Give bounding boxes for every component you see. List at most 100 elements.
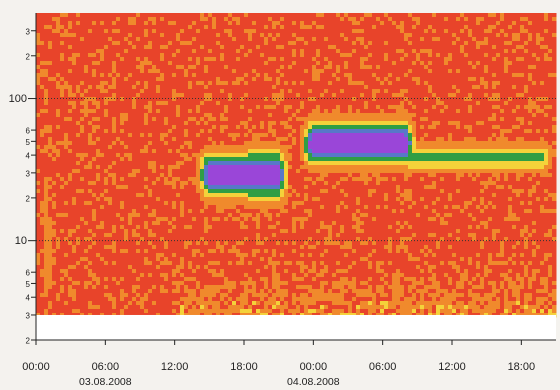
- heatmap-cell: [60, 169, 65, 174]
- heatmap-cell: [252, 153, 257, 158]
- heatmap-cell: [264, 93, 269, 98]
- heatmap-cell: [196, 261, 201, 266]
- heatmap-cell: [60, 125, 65, 130]
- heatmap-cell: [180, 29, 185, 34]
- heatmap-cell: [168, 189, 173, 194]
- heatmap-cell: [288, 13, 293, 18]
- heatmap-cell: [156, 69, 161, 74]
- heatmap-cell: [144, 197, 149, 202]
- heatmap-cell: [76, 197, 81, 202]
- heatmap-cell: [76, 213, 81, 218]
- heatmap-cell: [68, 169, 73, 174]
- heatmap-cell: [92, 53, 97, 58]
- heatmap-cell: [292, 205, 297, 210]
- heatmap-cell: [48, 153, 53, 158]
- heatmap-cell: [56, 277, 61, 282]
- heatmap-cell: [204, 109, 209, 114]
- heatmap-cell: [136, 105, 141, 110]
- heatmap-cell: [208, 225, 213, 230]
- heatmap-cell: [296, 169, 301, 174]
- heatmap-cell: [116, 81, 121, 86]
- heatmap-cell: [120, 177, 125, 182]
- heatmap-cell: [144, 213, 149, 218]
- heatmap-cell: [288, 281, 293, 286]
- heatmap-cell: [84, 257, 89, 262]
- heatmap-cell: [40, 233, 45, 238]
- heatmap-cell: [296, 89, 301, 94]
- heatmap-cell: [96, 201, 101, 206]
- heatmap-cell: [56, 105, 61, 110]
- heatmap-cell: [56, 57, 61, 62]
- heatmap-cell: [124, 77, 129, 82]
- heatmap-cell: [188, 13, 193, 18]
- heatmap-cell: [52, 277, 57, 282]
- heatmap-cell: [144, 33, 149, 38]
- heatmap-cell: [92, 217, 97, 222]
- heatmap-cell: [224, 289, 229, 294]
- heatmap-cell: [292, 189, 297, 194]
- heatmap-cell: [212, 153, 217, 158]
- heatmap-cell: [196, 149, 201, 154]
- heatmap-cell: [248, 45, 253, 50]
- heatmap-cell: [92, 297, 97, 302]
- heatmap-cell: [68, 161, 73, 166]
- heatmap-cell: [108, 285, 113, 290]
- heatmap-cell: [72, 277, 77, 282]
- heatmap-cell: [148, 17, 153, 22]
- heatmap-cell: [168, 17, 173, 22]
- heatmap-cell: [220, 289, 225, 294]
- heatmap-cell: [60, 89, 65, 94]
- heatmap-cell: [296, 57, 301, 62]
- heatmap-cell: [104, 117, 109, 122]
- heatmap-cell: [92, 265, 97, 270]
- heatmap-cell: [36, 233, 41, 238]
- heatmap-cell: [60, 165, 65, 170]
- heatmap-cell: [140, 69, 145, 74]
- heatmap-cell: [56, 237, 61, 242]
- heatmap-cell: [128, 13, 133, 18]
- heatmap-cell: [84, 129, 89, 134]
- heatmap-cell: [40, 113, 45, 118]
- heatmap-cell: [232, 113, 237, 118]
- heatmap-cell: [264, 17, 269, 22]
- heatmap-cell: [168, 69, 173, 74]
- heatmap-cell: [248, 89, 253, 94]
- heatmap-cell: [60, 285, 65, 290]
- heatmap-cell: [244, 261, 249, 266]
- heatmap-cell: [152, 249, 157, 254]
- heatmap-cell: [240, 293, 245, 298]
- heatmap-cell: [44, 97, 49, 102]
- heatmap-cell: [84, 273, 89, 278]
- heatmap-cell: [268, 137, 273, 142]
- heatmap-cell: [52, 185, 57, 190]
- heatmap-cell: [168, 205, 173, 210]
- heatmap-cell: [60, 309, 65, 314]
- heatmap-cell: [152, 157, 157, 162]
- heatmap-cell: [216, 249, 221, 254]
- heatmap-cell: [148, 229, 153, 234]
- heatmap-cell: [108, 257, 113, 262]
- heatmap-cell: [160, 157, 165, 162]
- heatmap-cell: [208, 105, 213, 110]
- heatmap-cell: [244, 57, 249, 62]
- heatmap-cell: [96, 169, 101, 174]
- heatmap-cell: [204, 297, 209, 302]
- heatmap-cell: [236, 269, 241, 274]
- heatmap-cell: [240, 157, 245, 162]
- heatmap-cell: [272, 149, 277, 154]
- heatmap-cell: [88, 165, 93, 170]
- heatmap-cell: [156, 77, 161, 82]
- heatmap-cell: [184, 125, 189, 130]
- heatmap-cell: [192, 173, 197, 178]
- heatmap-cell: [152, 145, 157, 150]
- heatmap-cell: [280, 101, 285, 106]
- heatmap-cell: [212, 85, 217, 90]
- heatmap-cell: [200, 297, 205, 302]
- heatmap-cell: [292, 237, 297, 242]
- heatmap-cell: [120, 53, 125, 58]
- heatmap-cell: [48, 37, 53, 42]
- heatmap-cell: [144, 181, 149, 186]
- heatmap-cell: [252, 237, 257, 242]
- heatmap-cell: [76, 113, 81, 118]
- heatmap-cell: [236, 153, 241, 158]
